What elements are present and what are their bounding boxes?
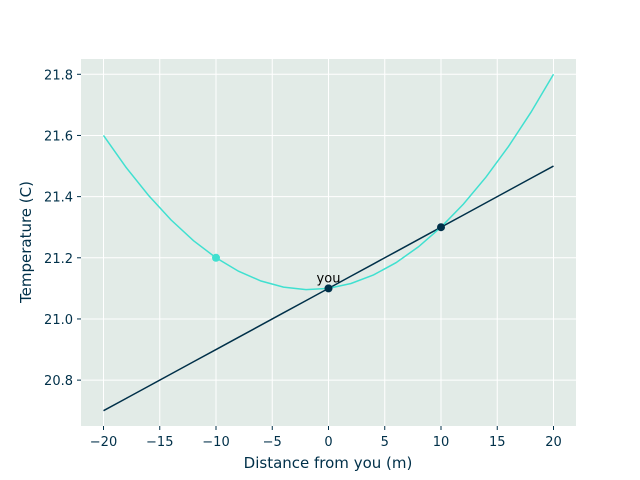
- x-axis-label: Distance from you (m): [244, 454, 413, 472]
- x-tick-label: −20: [90, 435, 117, 450]
- annotation: you: [317, 271, 341, 286]
- y-tick-label: 21.6: [44, 129, 73, 144]
- y-tick-label: 21.8: [44, 68, 73, 83]
- x-tick-label: 0: [324, 435, 332, 450]
- point: [212, 253, 220, 262]
- y-tick-label: 21.2: [44, 252, 73, 267]
- x-tick-label: 20: [545, 435, 562, 450]
- y-axis-label: Temperature (C): [17, 181, 35, 304]
- y-tick-label: 20.8: [44, 374, 73, 389]
- point: [437, 223, 445, 232]
- x-tick-label: 15: [489, 435, 506, 450]
- x-tick-label: −10: [202, 435, 229, 450]
- x-tick-label: 10: [433, 435, 450, 450]
- y-tick-label: 21.4: [44, 191, 73, 206]
- x-tick-label: −15: [146, 435, 173, 450]
- x-tick-label: −5: [263, 435, 282, 450]
- x-tick-label: 5: [381, 435, 389, 450]
- point: [324, 284, 333, 293]
- y-tick-label: 21.0: [44, 313, 73, 328]
